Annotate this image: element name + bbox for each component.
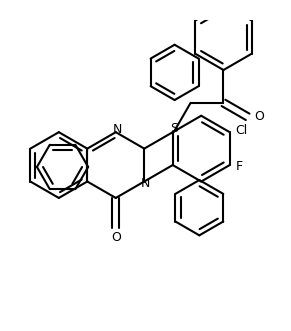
Text: F: F — [235, 160, 243, 173]
Text: N: N — [113, 123, 122, 136]
Text: N: N — [141, 177, 150, 190]
Text: S: S — [170, 122, 178, 135]
Text: O: O — [111, 231, 121, 244]
Text: Cl: Cl — [235, 124, 248, 137]
Text: O: O — [254, 110, 264, 123]
